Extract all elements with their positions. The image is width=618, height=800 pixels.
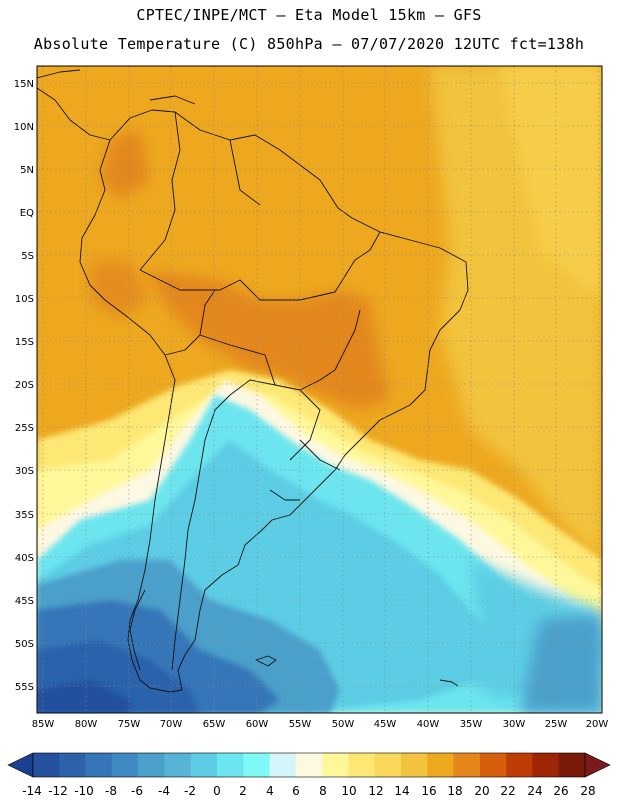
colorbar-label: -10 [74, 784, 94, 798]
map-frame [36, 65, 603, 714]
colorbar-swatch [217, 753, 244, 777]
colorbar-swatch [269, 753, 297, 777]
colorbar-swatch [59, 753, 86, 777]
colorbar-swatch [374, 753, 402, 777]
lon-label: 20W [586, 719, 609, 730]
lon-axis: 85W 80W 75W 70W 65W 60W 55W 50W 45W 40W … [32, 719, 609, 730]
colorbar-swatch [532, 753, 560, 777]
colorbar-swatch [401, 753, 428, 777]
colorbar-label: 10 [341, 784, 356, 798]
lat-label: 5N [20, 165, 34, 176]
lon-label: 75W [118, 719, 141, 730]
colorbar-swatch [453, 753, 481, 777]
lon-label: 35W [460, 719, 483, 730]
lat-label: 15S [15, 337, 34, 348]
lat-label: 45S [15, 596, 34, 607]
colorbar-label: -4 [158, 784, 170, 798]
lat-label: 15N [14, 79, 34, 90]
lat-label: 40S [15, 553, 34, 564]
lon-label: 80W [75, 719, 98, 730]
colorbar-swatch [558, 753, 586, 777]
colorbar-swatch [427, 753, 454, 777]
temperature-field [37, 66, 602, 713]
colorbar-label: 6 [292, 784, 300, 798]
colorbar-swatch [295, 753, 323, 777]
colorbar-underflow-arrow [7, 752, 34, 778]
lat-axis: 15N 10N 5N EQ 5S 10S 15S 20S 25S 30S 35S… [14, 79, 34, 693]
lon-label: 60W [246, 719, 269, 730]
lon-label: 50W [332, 719, 355, 730]
lon-label: 40W [417, 719, 440, 730]
lat-label: 5S [21, 251, 34, 262]
lat-label: 35S [15, 510, 34, 521]
colorbar-swatch [164, 753, 192, 777]
colorbar-swatch [138, 753, 165, 777]
lon-label: 70W [160, 719, 183, 730]
lat-label: 55S [15, 682, 34, 693]
colorbar-label: 4 [266, 784, 274, 798]
colorbar-swatch [348, 753, 376, 777]
colorbar-label: 16 [421, 784, 436, 798]
coastlines [37, 69, 469, 693]
colorbar: -14 -12 -10 -8 -6 -4 -2 0 2 4 6 8 10 12 … [7, 752, 611, 798]
colorbar-swatch [506, 753, 533, 777]
colorbar-swatch [111, 753, 139, 777]
colorbar-swatch [243, 753, 270, 777]
lat-label: 20S [15, 380, 34, 391]
colorbar-label: 28 [580, 784, 595, 798]
colorbar-swatch [33, 753, 60, 777]
lon-label: 45W [374, 719, 397, 730]
colorbar-swatch [479, 753, 507, 777]
lon-label: 55W [289, 719, 312, 730]
lat-label: 50S [15, 639, 34, 650]
colorbar-label: 8 [319, 784, 327, 798]
lon-label: 25W [545, 719, 568, 730]
colorbar-label: -2 [184, 784, 196, 798]
colorbar-swatch [322, 753, 349, 777]
colorbar-overflow-arrow [584, 752, 611, 778]
colorbar-label: 12 [368, 784, 383, 798]
lat-label: 30S [15, 466, 34, 477]
lon-label: 65W [203, 719, 226, 730]
colorbar-label: 0 [213, 784, 221, 798]
colorbar-label: 2 [239, 784, 247, 798]
lon-label: 85W [32, 719, 55, 730]
colorbar-label: 22 [500, 784, 515, 798]
title-line-2: Absolute Temperature (C) 850hPa – 07/07/… [33, 35, 585, 53]
colorbar-label: 18 [447, 784, 462, 798]
colorbar-label: 24 [527, 784, 542, 798]
colorbar-swatch [190, 753, 218, 777]
lon-label: 30W [503, 719, 526, 730]
colorbar-label: -8 [105, 784, 117, 798]
colorbar-label: -12 [48, 784, 68, 798]
colorbar-swatch [85, 753, 113, 777]
colorbar-label: 20 [474, 784, 489, 798]
lat-label: EQ [20, 208, 34, 219]
colorbar-label: 14 [394, 784, 409, 798]
lat-label: 25S [15, 423, 34, 434]
colorbar-label: -6 [131, 784, 143, 798]
lat-label: 10S [15, 294, 34, 305]
colorbar-label: 26 [553, 784, 568, 798]
colorbar-label: -14 [22, 784, 42, 798]
lat-label: 10N [14, 122, 34, 133]
title-line-1: CPTEC/INPE/MCT – Eta Model 15km – GFS [136, 6, 482, 24]
